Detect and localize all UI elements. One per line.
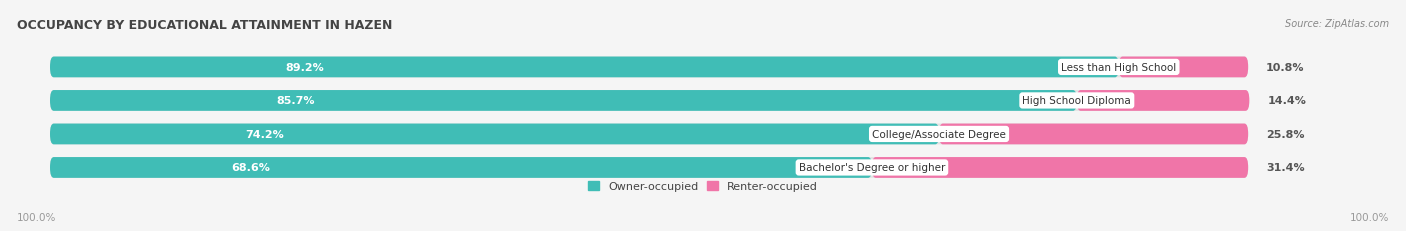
Text: 31.4%: 31.4%: [1267, 163, 1305, 173]
FancyBboxPatch shape: [1077, 91, 1250, 111]
Text: 74.2%: 74.2%: [246, 129, 284, 139]
Text: 100.0%: 100.0%: [1350, 212, 1389, 222]
Text: Less than High School: Less than High School: [1062, 63, 1177, 73]
FancyBboxPatch shape: [939, 124, 1249, 145]
FancyBboxPatch shape: [51, 157, 872, 178]
FancyBboxPatch shape: [51, 124, 1249, 145]
Text: 85.7%: 85.7%: [276, 96, 315, 106]
FancyBboxPatch shape: [51, 91, 1249, 111]
Legend: Owner-occupied, Renter-occupied: Owner-occupied, Renter-occupied: [583, 177, 823, 196]
Text: 100.0%: 100.0%: [17, 212, 56, 222]
Text: 14.4%: 14.4%: [1267, 96, 1306, 106]
Text: Source: ZipAtlas.com: Source: ZipAtlas.com: [1285, 18, 1389, 28]
Text: 25.8%: 25.8%: [1267, 129, 1305, 139]
FancyBboxPatch shape: [872, 157, 1249, 178]
Text: 68.6%: 68.6%: [231, 163, 270, 173]
FancyBboxPatch shape: [51, 57, 1249, 78]
Text: College/Associate Degree: College/Associate Degree: [872, 129, 1005, 139]
FancyBboxPatch shape: [1119, 57, 1249, 78]
Text: 89.2%: 89.2%: [285, 63, 323, 73]
FancyBboxPatch shape: [51, 157, 1249, 178]
FancyBboxPatch shape: [51, 124, 939, 145]
Text: 10.8%: 10.8%: [1267, 63, 1305, 73]
Text: Bachelor's Degree or higher: Bachelor's Degree or higher: [799, 163, 945, 173]
Text: OCCUPANCY BY EDUCATIONAL ATTAINMENT IN HAZEN: OCCUPANCY BY EDUCATIONAL ATTAINMENT IN H…: [17, 18, 392, 31]
FancyBboxPatch shape: [51, 57, 1119, 78]
Text: High School Diploma: High School Diploma: [1022, 96, 1132, 106]
FancyBboxPatch shape: [51, 91, 1077, 111]
